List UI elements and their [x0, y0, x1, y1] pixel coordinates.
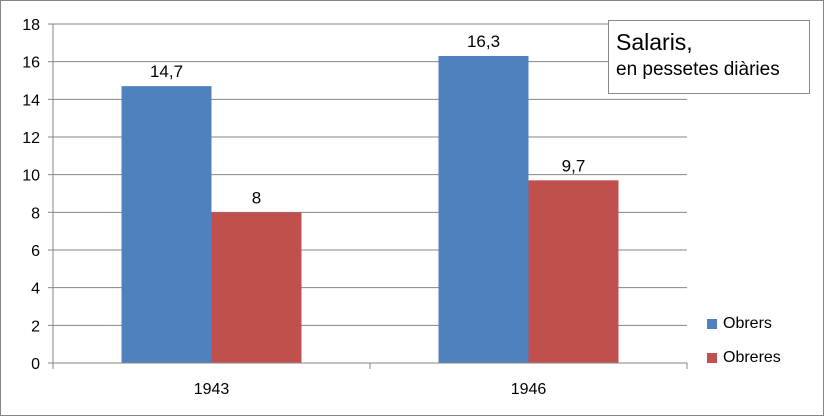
bar-obrers-1943 [121, 86, 212, 364]
chart-subtitle: en pessetes diàries [616, 59, 780, 80]
bar-obreres-1943 [211, 212, 302, 363]
data-labels: 14,7 8 16,3 9,7 [150, 32, 585, 207]
y-tick-labels: 0 2 4 6 8 10 12 14 16 18 [22, 17, 40, 373]
legend-item-obreres: Obreres [707, 348, 781, 368]
bar-obrers-1946 [438, 56, 529, 364]
y-tick-label: 2 [31, 318, 40, 335]
data-label: 8 [252, 188, 261, 207]
legend-label-obrers: Obrers [723, 315, 772, 332]
chart-title-box: Salaris, en pessetes diàries [608, 20, 810, 94]
bars [121, 56, 619, 364]
x-category-labels: 1943 1946 [194, 381, 547, 398]
y-tick-label: 8 [31, 205, 40, 222]
legend-swatch-obrers [707, 319, 717, 329]
x-category-label: 1943 [194, 381, 230, 398]
legend-item-obrers: Obrers [707, 314, 772, 334]
y-tick-label: 18 [22, 17, 40, 34]
legend-label-obreres: Obreres [723, 349, 781, 366]
bar-obreres-1946 [528, 180, 619, 363]
y-tick-label: 10 [22, 168, 40, 185]
y-tick-label: 12 [22, 130, 40, 147]
y-tick-label: 16 [22, 55, 40, 72]
data-label: 14,7 [150, 62, 183, 81]
x-category-label: 1946 [511, 381, 547, 398]
y-tick-label: 6 [31, 243, 40, 260]
data-label: 9,7 [562, 156, 586, 175]
y-tick-label: 14 [22, 92, 40, 109]
axes [48, 23, 688, 369]
y-tick-label: 4 [31, 281, 40, 298]
chart-title: Salaris, [616, 29, 693, 55]
y-tick-label: 0 [31, 356, 40, 373]
data-label: 16,3 [467, 32, 500, 51]
legend-swatch-obreres [707, 353, 717, 363]
